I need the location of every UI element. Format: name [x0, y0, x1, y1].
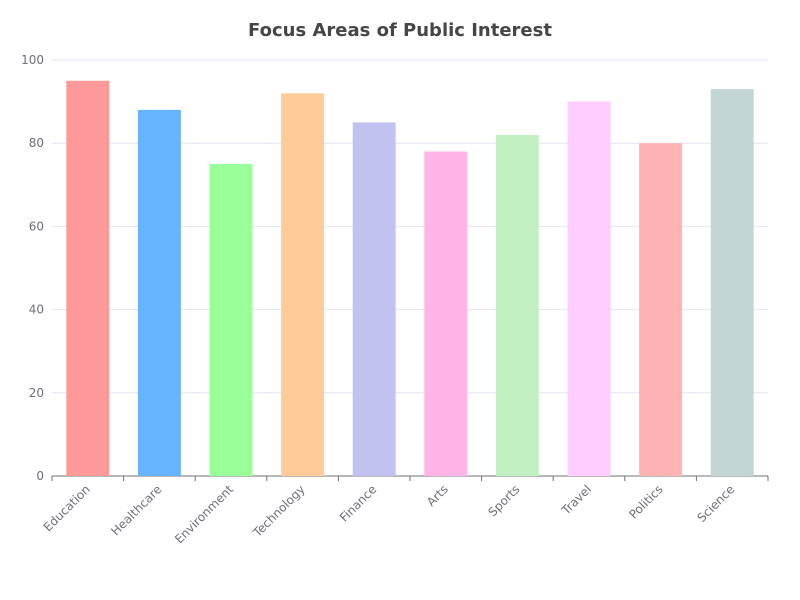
x-tick-label: Technology — [250, 482, 308, 540]
bar-finance — [352, 122, 396, 477]
y-tick-label: 60 — [29, 219, 44, 233]
x-tick-label: Education — [41, 482, 93, 534]
bar-environment — [209, 164, 253, 476]
x-tick-label: Arts — [424, 482, 451, 509]
chart-title: Focus Areas of Public Interest — [248, 20, 552, 41]
bar-science — [710, 89, 754, 477]
bar-technology — [281, 93, 325, 476]
y-tick-label: 40 — [29, 303, 44, 317]
bar-education — [66, 80, 110, 477]
bar-healthcare — [137, 109, 181, 477]
x-tick-label: Politics — [626, 482, 665, 521]
y-tick-label: 20 — [29, 386, 44, 400]
bar-arts — [424, 151, 468, 476]
x-tick-label: Sports — [485, 482, 522, 519]
bar-sports — [495, 134, 539, 476]
y-tick-label: 0 — [36, 469, 44, 483]
bar-politics — [639, 143, 683, 476]
x-tick-label: Science — [695, 482, 738, 525]
y-tick-label: 80 — [29, 136, 44, 150]
x-tick-label: Healthcare — [108, 482, 164, 538]
x-tick-label: Finance — [337, 482, 379, 524]
x-tick-label: Travel — [558, 482, 594, 518]
bar-travel — [567, 101, 611, 476]
y-tick-label: 100 — [21, 53, 44, 67]
x-tick-label: Environment — [172, 482, 236, 546]
